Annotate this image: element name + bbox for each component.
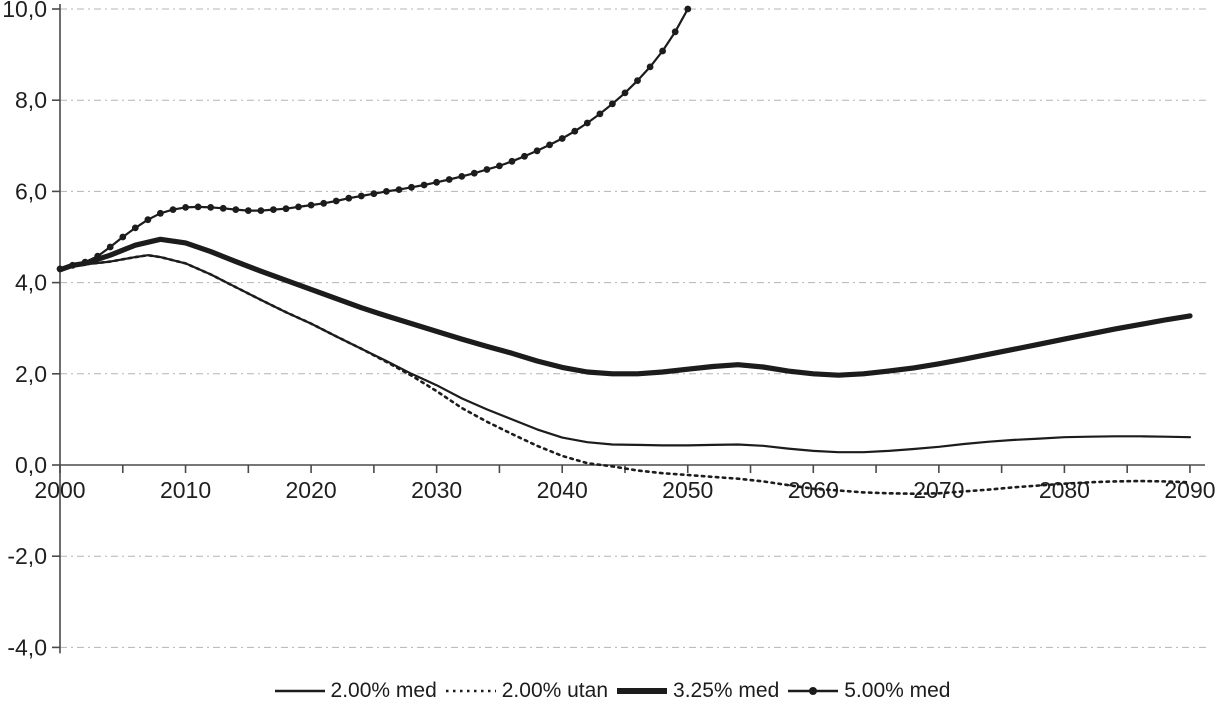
data-point-marker-5-00-med: [332, 197, 340, 205]
data-point-marker-5-00-med: [119, 233, 127, 241]
data-point-marker-5-00-med: [558, 135, 566, 142]
data-point-marker-5-00-med: [94, 252, 102, 260]
data-point-marker-5-00-med: [395, 186, 403, 194]
data-point-marker-5-00-med: [383, 188, 390, 195]
legend-label: 3.25% med: [673, 679, 780, 702]
data-point-marker-5-00-med: [270, 206, 277, 214]
data-point-marker-5-00-med: [634, 77, 641, 84]
x-axis-tick-label: 2040: [537, 477, 588, 503]
y-axis-tick-label: 10,0: [2, 0, 47, 22]
y-axis-tick-label: -2,0: [7, 543, 47, 569]
data-point-marker-5-00-med: [157, 209, 164, 217]
data-point-marker-5-00-med: [621, 89, 629, 97]
data-point-marker-5-00-med: [646, 63, 654, 71]
series-line-2-00-med: [58, 254, 1192, 454]
x-axis-tick-label: 2010: [160, 477, 211, 503]
data-point-marker-5-00-med: [219, 204, 227, 212]
data-point-marker-5-00-med: [81, 258, 89, 266]
data-point-marker-5-00-med: [257, 207, 265, 215]
data-point-marker-5-00-med: [244, 207, 252, 215]
y-axis-tick-label: 8,0: [15, 87, 47, 113]
legend-label: 5.00% med: [844, 679, 951, 702]
data-point-marker-5-00-med: [609, 100, 616, 108]
line-chart-canvas: 10,0 8,0 6,0 4,0 2,0 0,0 -2,0 -4,0 2000 2010 2020 2…: [2, 0, 1215, 660]
data-point-marker-5-00-med: [483, 166, 491, 173]
data-point-marker-5-00-med: [182, 204, 190, 211]
data-point-marker-5-00-med: [207, 204, 215, 211]
x-axis-tick-label: 2070: [913, 477, 964, 503]
data-point-marker-5-00-med: [56, 265, 64, 273]
x-axis-tick-label: 2050: [662, 477, 713, 503]
x-axis-tick-label: 2080: [1039, 477, 1090, 503]
series-line-3-25-med: [57, 236, 1193, 378]
legend-line-sample-thick-solid: [617, 688, 668, 694]
series-line-5-00-med: [58, 7, 689, 270]
data-point-marker-5-00-med: [194, 203, 202, 211]
data-point-marker-5-00-med: [458, 173, 466, 180]
data-point-marker-5-00-med: [445, 176, 453, 183]
legend-line-sample-dotted: [445, 689, 496, 693]
data-point-marker-5-00-med: [408, 183, 415, 191]
data-point-marker-5-00-med: [659, 47, 666, 55]
legend-label: 2.00% utan: [501, 679, 609, 702]
data-point-marker-5-00-med: [546, 141, 553, 149]
data-point-marker-5-00-med: [583, 119, 591, 127]
data-point-marker-5-00-med: [571, 127, 579, 135]
data-point-marker-5-00-med: [684, 5, 692, 13]
data-point-marker-5-00-med: [508, 157, 516, 165]
data-point-marker-5-00-med: [370, 190, 378, 198]
series-line-2-00-utan: [58, 253, 1192, 496]
data-point-marker-5-00-med: [69, 261, 76, 269]
data-point-marker-5-00-med: [533, 147, 541, 155]
y-axis-tick-label: 4,0: [15, 270, 47, 296]
legend-item-5-00-med: 5.00% med: [786, 679, 950, 703]
data-point-marker-5-00-med: [232, 206, 240, 214]
y-axis-tick-label: 2,0: [15, 361, 47, 387]
data-point-marker-5-00-med: [496, 162, 503, 170]
x-axis-tick-label: 2000: [34, 477, 85, 503]
x-axis-tick-label: 2030: [411, 477, 462, 503]
data-point-marker-5-00-med: [131, 224, 139, 232]
legend-item-2-00-med: 2.00% med: [273, 679, 437, 703]
data-point-marker-5-00-med: [282, 205, 290, 213]
data-point-marker-5-00-med: [106, 243, 114, 251]
data-point-marker-5-00-med: [470, 169, 478, 177]
data-point-marker-5-00-med: [433, 178, 440, 186]
legend-item-2-00-utan: 2.00% utan: [444, 679, 608, 703]
legend-label: 2.00% med: [330, 679, 437, 702]
y-axis-tick-label: 6,0: [15, 178, 47, 204]
data-point-marker-5-00-med: [169, 206, 177, 214]
y-axis-tick-label: 0,0: [15, 452, 47, 478]
data-point-marker-5-00-med: [521, 152, 528, 160]
legend-item-3-25-med: 3.25% med: [615, 679, 779, 703]
data-point-marker-5-00-med: [345, 194, 353, 202]
legend-line-sample-line-with-dot-markers: [788, 687, 839, 695]
chart-legend: 2.00% med 2.00% utan 3.25% med 5.00% med: [0, 679, 1223, 703]
data-point-marker-5-00-med: [671, 28, 679, 36]
data-point-marker-5-00-med: [320, 199, 328, 207]
data-point-marker-5-00-med: [420, 181, 428, 189]
legend-line-sample-thin-solid: [274, 689, 325, 693]
y-axis-tick-label: -4,0: [7, 634, 47, 660]
data-point-marker-5-00-med: [596, 110, 604, 118]
data-point-marker-5-00-med: [307, 201, 315, 209]
data-point-marker-5-00-med: [295, 203, 302, 211]
data-point-marker-5-00-med: [357, 192, 365, 200]
legend-dot-marker: [809, 687, 818, 695]
x-axis-tick-label: 2020: [286, 477, 337, 503]
data-point-marker-5-00-med: [144, 216, 152, 224]
